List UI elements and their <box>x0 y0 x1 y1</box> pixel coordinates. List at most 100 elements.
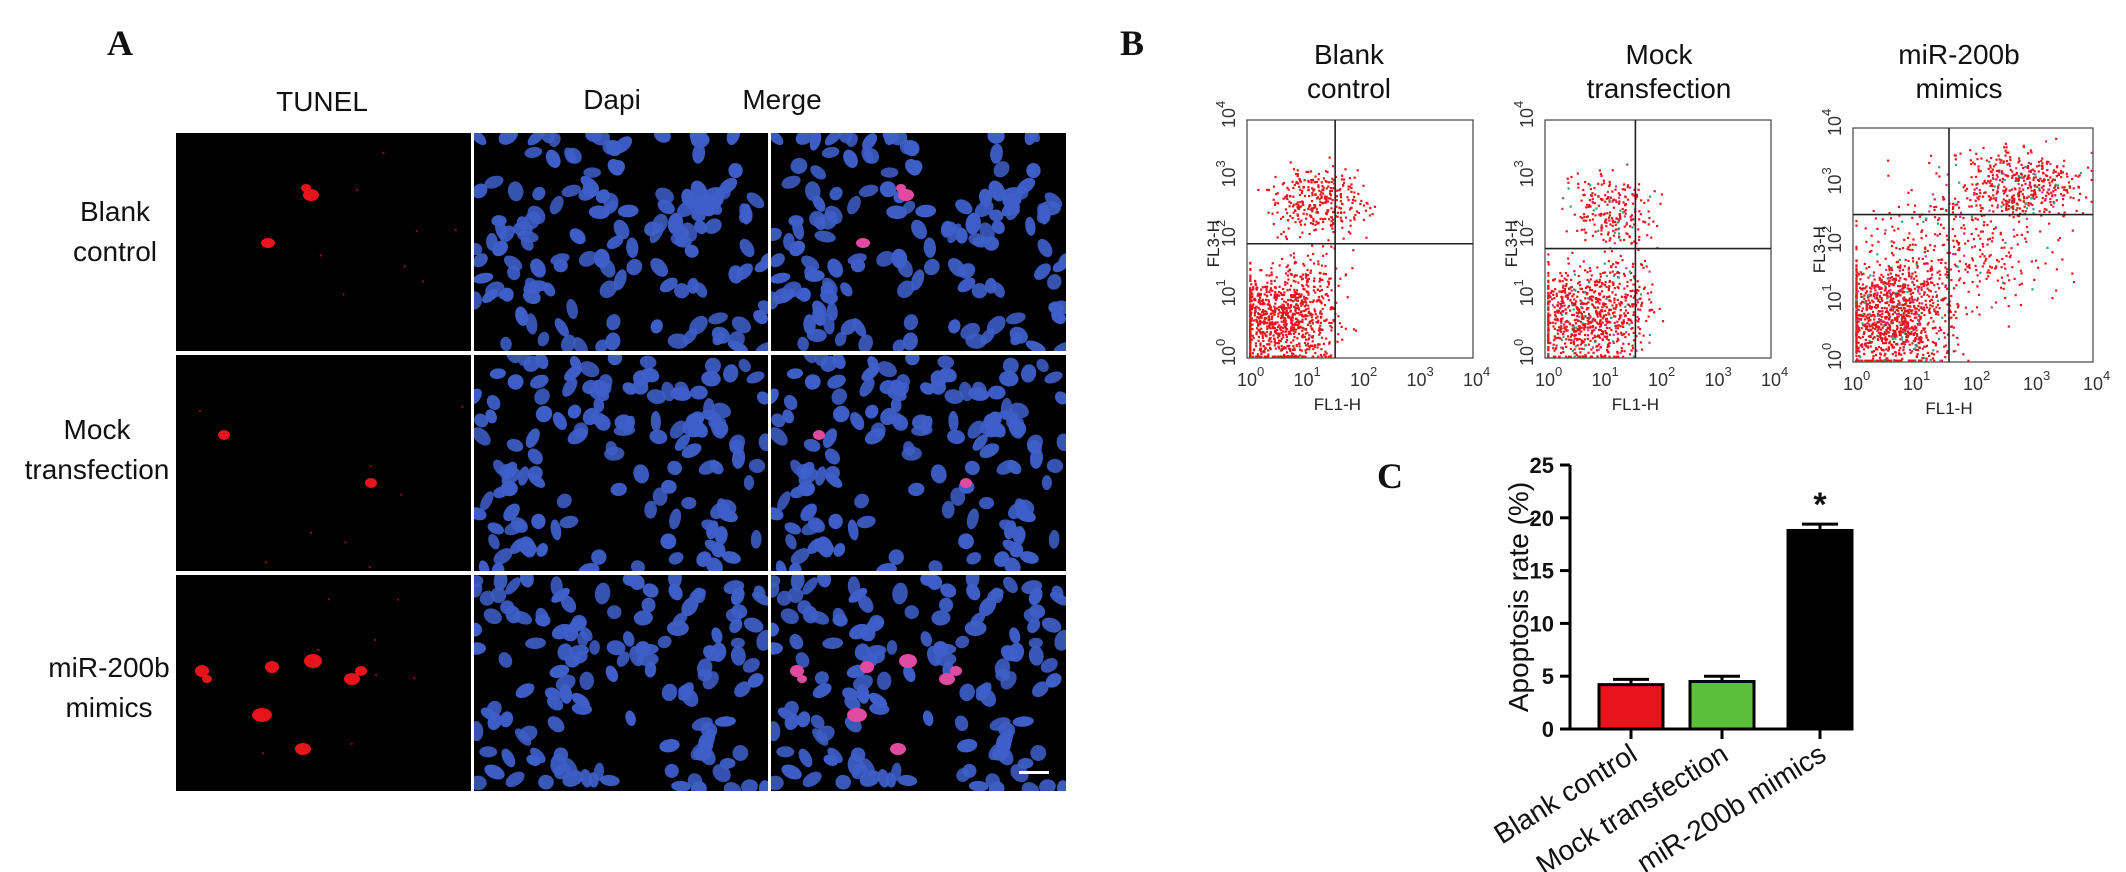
row-label-mock-transfection: Mock transfection <box>14 410 180 490</box>
x-tick-exponent: 2 <box>1983 368 1990 383</box>
y-tick-label: 10 <box>1530 611 1554 636</box>
y-tick-label: 25 <box>1530 453 1554 478</box>
flow-title-line: mimics <box>1915 73 2003 104</box>
panel-b-letter: B <box>1120 23 1145 63</box>
x-tick-label: 10 <box>1648 370 1668 390</box>
y-tick-exponent: 3 <box>1819 167 1834 174</box>
x-tick-exponent: 3 <box>1427 364 1434 379</box>
x-axis-label: FL1-H <box>1314 395 1361 414</box>
y-tick-label: 10 <box>1825 350 1845 370</box>
x-tick-label: 10 <box>1843 374 1863 394</box>
y-tick-label: 5 <box>1542 664 1554 689</box>
y-tick-label: 10 <box>1517 167 1537 187</box>
x-tick-label: 10 <box>1963 374 1983 394</box>
flow-title-line: transfection <box>1586 73 1732 104</box>
x-tick-exponent: 4 <box>1781 364 1788 379</box>
merge-image-row-2 <box>771 355 1066 571</box>
column-header-tunel: TUNEL <box>276 86 368 117</box>
x-tick-exponent: 3 <box>1725 364 1732 379</box>
row-label-line: Blank <box>79 196 151 227</box>
row-label-line: miR-200b <box>48 652 170 683</box>
x-tick-label: 10 <box>1463 370 1483 390</box>
x-tick-exponent: 0 <box>1863 368 1870 383</box>
y-tick-exponent: 2 <box>1213 220 1228 227</box>
tunel-image-row-1 <box>176 133 471 351</box>
y-tick-label: 10 <box>1517 346 1537 366</box>
x-tick-label: 10 <box>2083 374 2103 394</box>
y-axis-label: FL3-H <box>1810 226 1829 273</box>
y-tick-exponent: 4 <box>1213 101 1228 108</box>
y-tick-label: 10 <box>1825 233 1845 253</box>
y-tick-exponent: 3 <box>1511 160 1526 167</box>
x-tick-label: 10 <box>1294 370 1314 390</box>
x-tick-label: 10 <box>1535 370 1555 390</box>
y-tick-exponent: 3 <box>1213 160 1228 167</box>
y-tick-exponent: 0 <box>1511 339 1526 346</box>
y-tick-exponent: 1 <box>1213 279 1228 286</box>
panel-a-letter: A <box>107 23 133 63</box>
y-tick-label: 10 <box>1517 286 1537 306</box>
x-tick-label: 10 <box>2023 374 2043 394</box>
x-tick-label: 10 <box>1237 370 1257 390</box>
y-tick-exponent: 4 <box>1511 101 1526 108</box>
y-tick-label: 15 <box>1530 559 1554 584</box>
tunel-image-row-3 <box>176 575 471 791</box>
y-tick-exponent: 0 <box>1819 343 1834 350</box>
y-tick-label: 10 <box>1219 346 1239 366</box>
x-tick-exponent: 3 <box>2043 368 2050 383</box>
merge-image-row-3 <box>771 575 1066 791</box>
row-label-mir200b-mimics: miR-200b mimics <box>34 648 184 728</box>
x-tick-label: 10 <box>1592 370 1612 390</box>
y-tick-exponent: 2 <box>1511 220 1526 227</box>
x-tick-exponent: 2 <box>1370 364 1377 379</box>
y-tick-exponent: 1 <box>1819 284 1834 291</box>
bar-3 <box>1786 528 1854 731</box>
panel-c-letter: C <box>1377 456 1403 496</box>
y-tick-label: 10 <box>1825 116 1845 136</box>
column-header-dapi: Dapi <box>583 84 641 115</box>
dapi-image-row-3 <box>474 575 768 791</box>
x-axis-label: FL1-H <box>1612 395 1659 414</box>
column-header-merge: Merge <box>742 84 822 115</box>
x-tick-exponent: 4 <box>2103 368 2110 383</box>
y-tick-exponent: 0 <box>1213 339 1228 346</box>
x-tick-exponent: 4 <box>1483 364 1490 379</box>
y-tick-exponent: 2 <box>1819 226 1834 233</box>
x-tick-label: 10 <box>1350 370 1370 390</box>
y-tick-exponent: 1 <box>1511 279 1526 286</box>
y-axis-label: FL3-H <box>1502 220 1521 267</box>
row-label-blank-control: Blank control <box>40 192 190 272</box>
y-tick-label: 10 <box>1219 286 1239 306</box>
row-label-line: Mock <box>63 414 131 445</box>
row-label-line: transfection <box>24 454 170 485</box>
flow-title-line: miR-200b <box>1898 39 2020 70</box>
row-label-line: mimics <box>65 692 153 723</box>
y-tick-exponent: 4 <box>1819 109 1834 116</box>
y-tick-label: 20 <box>1530 506 1554 531</box>
x-tick-label: 10 <box>1903 374 1923 394</box>
flow-title-blank-control: Blank control <box>1229 38 1469 106</box>
flow-title-line: control <box>1306 73 1392 104</box>
y-tick-label: 10 <box>1219 108 1239 128</box>
bar-1 <box>1597 683 1665 731</box>
y-tick-label: 10 <box>1219 227 1239 247</box>
dapi-image-row-1 <box>474 133 768 351</box>
y-axis-label: FL3-H <box>1204 220 1223 267</box>
y-tick-label: 10 <box>1825 291 1845 311</box>
x-tick-label: 10 <box>1705 370 1725 390</box>
dapi-image-row-2 <box>474 355 768 571</box>
x-tick-exponent: 0 <box>1257 364 1264 379</box>
flow-title-line: Mock <box>1625 39 1693 70</box>
y-tick-label: 0 <box>1542 717 1554 742</box>
y-tick-label: 10 <box>1825 174 1845 194</box>
x-tick-exponent: 1 <box>1612 364 1619 379</box>
flow-title-mock-transfection: Mock transfection <box>1539 38 1779 106</box>
significance-asterisk: * <box>1813 486 1827 524</box>
x-tick-exponent: 1 <box>1923 368 1930 383</box>
flow-title-mir200b-mimics: miR-200b mimics <box>1839 38 2079 106</box>
